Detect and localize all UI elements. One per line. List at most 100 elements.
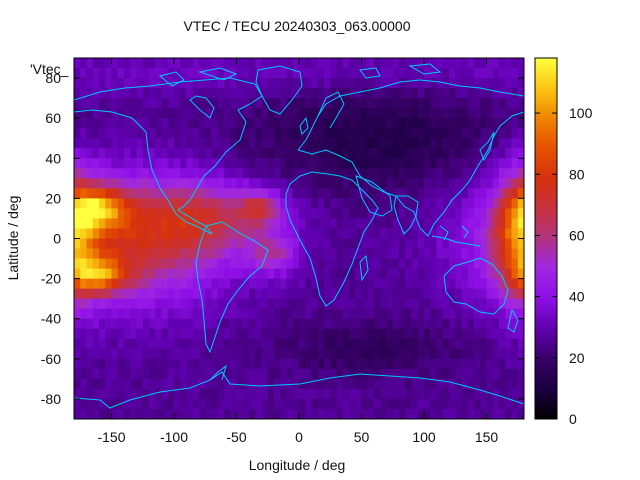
heat-cell (92, 148, 100, 159)
heat-cell (380, 398, 388, 410)
heat-cell (124, 178, 131, 189)
heat-cell (505, 158, 513, 169)
heat-cell (305, 218, 313, 230)
heat-cell (299, 338, 306, 350)
heat-cell (436, 68, 444, 79)
heat-cell (517, 398, 524, 410)
heat-cell (117, 308, 125, 320)
heat-cell (342, 198, 350, 210)
heat-cell (117, 78, 125, 89)
heat-cell (249, 148, 256, 159)
heat-cell (499, 388, 506, 400)
heat-cell (411, 238, 419, 250)
heat-cell (386, 108, 394, 119)
heat-cell (224, 148, 231, 159)
heat-cell (242, 158, 250, 169)
heat-cell (499, 318, 506, 330)
heat-cell (130, 268, 138, 280)
heat-cell (330, 318, 338, 330)
heat-cell (199, 158, 206, 169)
heat-cell (192, 408, 200, 419)
heat-cell (361, 398, 369, 410)
heat-cell (136, 318, 144, 330)
heat-cell (242, 108, 250, 119)
heat-cell (211, 108, 219, 119)
heat-cell (505, 258, 513, 270)
heat-cell (505, 188, 513, 199)
heat-cell (155, 198, 163, 210)
heat-cell (436, 198, 444, 210)
heat-cell (136, 98, 144, 109)
heat-cell (424, 318, 431, 330)
y-tick-label: 80 (45, 70, 61, 86)
heat-cell (349, 288, 356, 300)
heat-cell (455, 158, 463, 169)
heat-cell (355, 308, 363, 320)
heat-cell (280, 208, 288, 220)
heat-cell (349, 398, 356, 410)
heat-cell (105, 408, 113, 419)
heat-cell (199, 228, 206, 240)
heat-cell (186, 138, 194, 149)
heat-cell (499, 218, 506, 230)
heat-cell (130, 278, 138, 290)
heat-cell (505, 198, 513, 210)
heat-cell (455, 178, 463, 189)
heat-cell (480, 268, 488, 280)
heat-cell (436, 268, 444, 280)
heat-cell (224, 258, 231, 270)
heat-cell (186, 188, 194, 199)
heat-cell (267, 168, 275, 179)
heat-cell (155, 368, 163, 380)
heat-cell (124, 258, 131, 270)
heat-cell (205, 208, 213, 220)
heat-cell (461, 338, 469, 350)
heat-cell (192, 178, 200, 189)
heat-cell (292, 78, 300, 89)
heat-cell (261, 328, 269, 340)
heat-cell (186, 398, 194, 410)
heat-cell (124, 148, 131, 159)
heat-cell (424, 398, 431, 410)
heat-cell (492, 178, 500, 189)
heat-cell (80, 98, 88, 109)
heat-cell (380, 188, 388, 199)
heat-cell (255, 178, 263, 189)
heat-cell (274, 318, 281, 330)
heat-cell (255, 248, 263, 260)
heat-cell (292, 338, 300, 350)
heat-cell (86, 238, 94, 250)
heat-cell (336, 178, 344, 189)
heat-cell (442, 288, 450, 300)
heat-cell (505, 368, 513, 380)
heat-cell (474, 158, 481, 169)
heat-cell (336, 58, 344, 69)
heat-cell (386, 148, 394, 159)
coastline-madagascar (359, 254, 369, 282)
heat-cell (105, 328, 113, 340)
heat-cell (336, 268, 344, 280)
heat-cell (92, 108, 100, 119)
heat-cell (517, 258, 524, 270)
heat-cell (474, 138, 481, 149)
heat-cell (267, 308, 275, 320)
heat-cell (499, 408, 506, 419)
heat-cell (511, 158, 519, 169)
heat-cell (211, 408, 219, 419)
heat-cell (124, 108, 131, 119)
heat-cell (480, 108, 488, 119)
heat-cell (180, 68, 188, 79)
heat-cell (211, 268, 219, 280)
heat-cell (467, 138, 475, 149)
heat-cell (436, 258, 444, 270)
heat-cell (130, 308, 138, 320)
heat-cell (317, 368, 325, 380)
heat-cell (424, 188, 431, 199)
heat-cell (280, 388, 288, 400)
heat-cell (274, 198, 281, 210)
heat-cell (517, 158, 524, 169)
heat-cell (136, 158, 144, 169)
heat-cell (455, 298, 463, 310)
heat-cell (299, 298, 306, 310)
heat-cell (192, 358, 200, 370)
